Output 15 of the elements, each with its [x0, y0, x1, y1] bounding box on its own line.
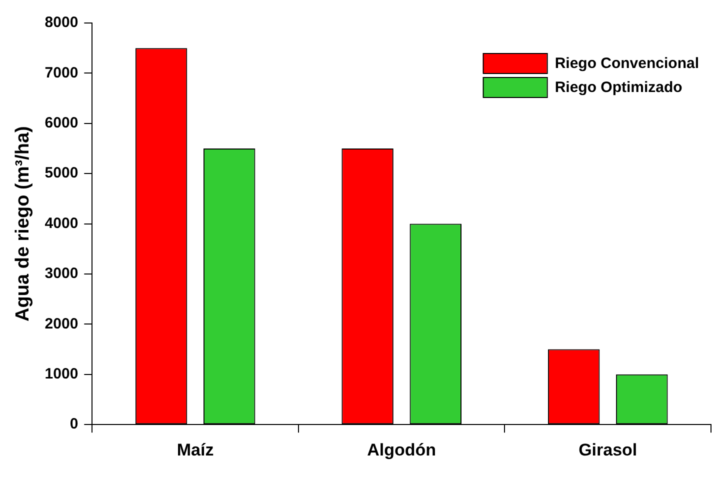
x-tick-label: Girasol: [578, 440, 638, 460]
y-tick-label: 7000: [44, 64, 78, 82]
y-tick-label: 0: [70, 416, 78, 433]
legend-label: Riego Optimizado: [554, 79, 682, 96]
x-tick-label: Maíz: [176, 440, 214, 460]
x-tick-label: Algodón: [367, 440, 436, 460]
y-tick-label: 4000: [44, 214, 78, 232]
y-tick-label: 6000: [44, 114, 78, 132]
y-tick-label: 2000: [44, 315, 78, 332]
y-tick-label: 1000: [44, 366, 78, 383]
y-axis-title: Agua de riego (m³/ha): [12, 126, 34, 322]
legend-label: Riego Convencional: [554, 55, 700, 72]
y-tick-label: 3000: [44, 265, 78, 282]
y-tick-label: 5000: [44, 164, 78, 182]
y-tick-label: 8000: [44, 14, 78, 32]
